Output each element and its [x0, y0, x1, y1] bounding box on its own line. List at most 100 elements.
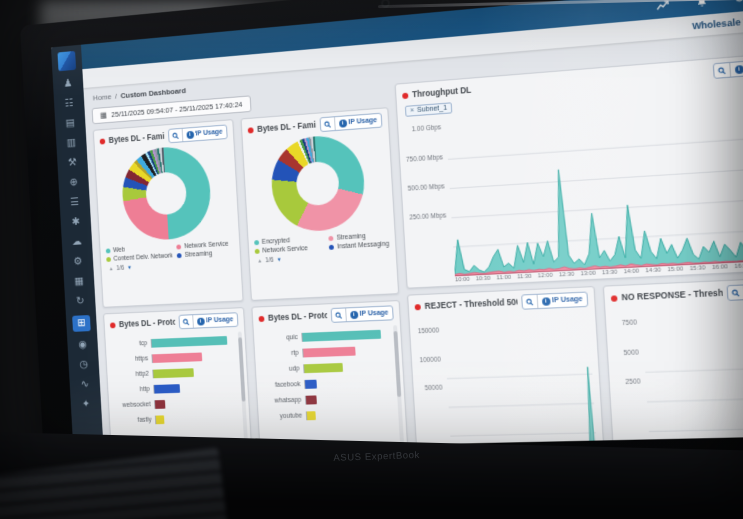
bar-chart: quic rtp udp facebook whatsapp youtube	[254, 322, 406, 423]
card-title: Bytes DL - Protocol - TCP	[118, 317, 176, 329]
plot-row: 150000 100000 50000	[409, 309, 604, 452]
magnifier-icon	[171, 131, 179, 139]
search-button[interactable]	[320, 117, 336, 132]
legend-dot-icon	[105, 248, 111, 254]
bar-row: tcp	[109, 335, 231, 349]
ip-usage-button[interactable]: i IP Usage	[730, 59, 743, 77]
ip-usage-button[interactable]: i IP Usage	[335, 114, 382, 130]
sidebar-item-subscribers[interactable]: ♟	[63, 77, 73, 90]
pager-down-icon[interactable]: ▼	[126, 264, 133, 271]
sidebar-item-user-groups[interactable]: ☷	[64, 97, 74, 110]
search-button[interactable]	[713, 63, 731, 78]
search-button[interactable]	[727, 285, 743, 300]
bar-row: udp	[259, 361, 387, 374]
sidebar-item-dashboard[interactable]: ⊞	[72, 315, 91, 332]
chart-svg	[644, 352, 743, 452]
pager-down-icon[interactable]: ▼	[276, 256, 282, 264]
area-chart	[443, 311, 598, 452]
sidebar-item-services[interactable]: ⚙	[73, 255, 83, 268]
sidebar-item-monitoring[interactable]: ◉	[78, 338, 88, 351]
app-logo[interactable]	[57, 50, 77, 72]
bar-track	[153, 382, 233, 394]
card-no-response-threshold: NO RESPONSE - Threshold 50 i IP Usage	[602, 276, 743, 452]
series-dot-icon	[414, 303, 421, 310]
donut-cards-row: Bytes DL - Family - TCP i IP Usage	[92, 107, 400, 308]
search-button[interactable]	[521, 294, 538, 309]
magnifier-icon	[525, 298, 534, 306]
card-title: Bytes DL - Family - TCP	[108, 132, 165, 145]
sidebar-item-tools[interactable]: ⚒	[67, 156, 78, 169]
x-axis-label: 16:00	[711, 264, 729, 272]
history-icon[interactable]: ↺	[733, 0, 743, 6]
ip-usage-button[interactable]: i IP Usage	[193, 313, 238, 327]
bar-track	[302, 345, 386, 358]
subnet-filter-chip[interactable]: × Subnet_1	[404, 102, 453, 117]
legend-dot-icon	[328, 235, 334, 242]
card-bytes-family-udp: Bytes DL - Family - UDP i IP Usage	[240, 107, 400, 301]
search-button[interactable]	[168, 128, 183, 143]
x-axis-label: 15:30	[689, 265, 706, 273]
bar-label: youtube	[279, 412, 303, 421]
chart-svg	[447, 126, 743, 276]
bar-track	[303, 361, 387, 374]
card-bytes-protocol-udp: Bytes DL - Protocol - UDP i IP Usage	[251, 300, 410, 452]
bar-track	[154, 413, 235, 425]
notifications-bell-icon[interactable]: 29	[695, 0, 708, 8]
info-icon: i	[185, 130, 194, 139]
card-reject-threshold: REJECT - Threshold 500 i IP Usage	[407, 286, 606, 452]
x-axis-label: 10:30	[475, 275, 491, 283]
sidebar-item-menu-list[interactable]: ☰	[69, 196, 80, 209]
plot-row: 7500 5000 2500	[605, 300, 743, 452]
ip-usage-button[interactable]: i IP Usage	[182, 125, 227, 141]
card-bytes-family-tcp: Bytes DL - Family - TCP i IP Usage	[92, 119, 244, 308]
pager-up-icon[interactable]: ▲	[108, 265, 114, 272]
bar-label: http	[139, 386, 150, 394]
bar-row: quic	[258, 329, 385, 344]
sidebar-item-apps[interactable]: ✱	[71, 216, 81, 228]
bar-row: fastly	[113, 413, 235, 425]
ip-usage-button[interactable]: i IP Usage	[537, 293, 587, 308]
card-actions: i IP Usage	[178, 312, 239, 330]
dashboard-columns: ▦ 25/11/2025 09:54:07 - 25/11/2025 17:40…	[91, 51, 743, 452]
series-dot-icon	[258, 315, 265, 322]
right-column: Throughput DL i IP Usage	[394, 51, 743, 452]
bar	[153, 368, 195, 379]
sidebar-item-reports[interactable]: ▥	[66, 136, 77, 149]
sidebar-item-network[interactable]: ⊕	[69, 176, 78, 189]
y-axis-label: 500.00 Mbps	[407, 182, 445, 193]
search-button[interactable]	[331, 308, 347, 322]
sidebar-item-analytics[interactable]: ∿	[80, 378, 90, 391]
ip-usage-label: IP Usage	[359, 309, 389, 318]
magnifier-icon	[334, 311, 342, 319]
card-title: Bytes DL - Family - UDP	[256, 120, 316, 134]
sidebar-item-settings[interactable]: ✦	[81, 398, 91, 411]
page-title: Wholesale Visibility	[691, 13, 743, 32]
legend-label: Network Service	[183, 240, 229, 251]
card-actions: i IP Usage	[712, 57, 743, 80]
sidebar-item-cloud[interactable]: ☁	[71, 235, 83, 248]
legend-dot-icon	[106, 256, 111, 262]
bar-row: facebook	[260, 377, 388, 390]
card-throughput-dl: Throughput DL i IP Usage	[394, 51, 743, 289]
x-axis-label: 14:00	[623, 268, 640, 276]
sidebar-item-id-card[interactable]: ▤	[65, 117, 76, 130]
info-icon: i	[541, 296, 551, 306]
y-axis-label: 5000	[623, 349, 639, 357]
sidebar-item-scheduler[interactable]: ◷	[79, 358, 89, 371]
search-button[interactable]	[178, 315, 194, 329]
ip-usage-button[interactable]: i IP Usage	[346, 306, 393, 321]
y-axis-label: 1.00 Gbps	[411, 124, 442, 134]
pager-up-icon[interactable]: ▲	[257, 257, 263, 265]
area-chart	[446, 94, 743, 277]
sidebar-item-catalog[interactable]: ▦	[74, 275, 84, 288]
content-area: Home / Custom Dashboard ▦ 25/11/2025 09:…	[83, 27, 743, 452]
pager-text: 1/6	[265, 256, 274, 265]
bar	[152, 352, 202, 363]
sidebar-item-history[interactable]: ↻	[75, 295, 85, 308]
breadcrumb-home[interactable]: Home	[92, 92, 112, 103]
bar	[304, 379, 317, 389]
chip-close-icon[interactable]: ×	[409, 107, 415, 115]
magnifier-icon	[323, 120, 331, 128]
ip-usage-label: IP Usage	[195, 128, 223, 138]
